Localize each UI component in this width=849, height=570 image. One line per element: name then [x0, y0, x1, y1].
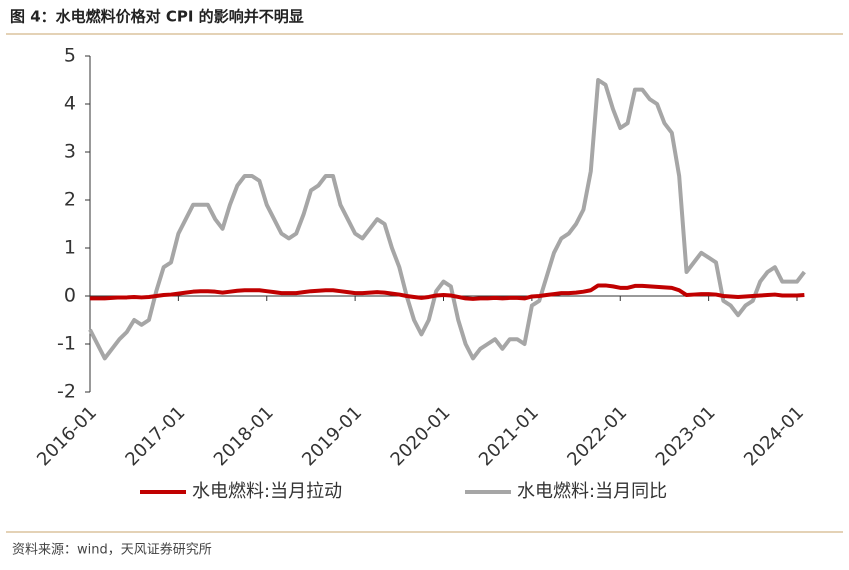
- y-tick-label: 1: [64, 237, 76, 259]
- y-tick-label: 4: [64, 93, 76, 115]
- legend-label: 水电燃料:当月拉动: [192, 481, 342, 502]
- y-tick-label: 5: [64, 45, 76, 67]
- legend-label: 水电燃料:当月同比: [517, 481, 667, 502]
- x-tick-label: 2023-01: [652, 402, 720, 470]
- x-tick-label: 2018-01: [210, 402, 278, 470]
- x-tick-label: 2016-01: [33, 402, 101, 470]
- y-tick-label: 2: [64, 189, 76, 211]
- y-tick-label: 3: [64, 141, 76, 163]
- source: 资料来源：wind，天风证券研究所: [12, 542, 212, 558]
- x-tick-label: 2024-01: [740, 402, 808, 470]
- series-line: [88, 78, 806, 361]
- x-tick-label: 2017-01: [121, 402, 189, 470]
- y-tick-label: -1: [57, 333, 76, 355]
- x-tick-label: 2022-01: [563, 402, 631, 470]
- y-tick-label: 0: [64, 285, 76, 307]
- x-tick-label: 2019-01: [298, 402, 366, 470]
- chart-title: 图 4：水电燃料价格对 CPI 的影响并不明显: [10, 8, 304, 26]
- x-tick-label: 2021-01: [475, 402, 543, 470]
- y-tick-label: -2: [57, 381, 76, 403]
- x-tick-label: 2020-01: [387, 402, 455, 470]
- series-line: [90, 283, 805, 301]
